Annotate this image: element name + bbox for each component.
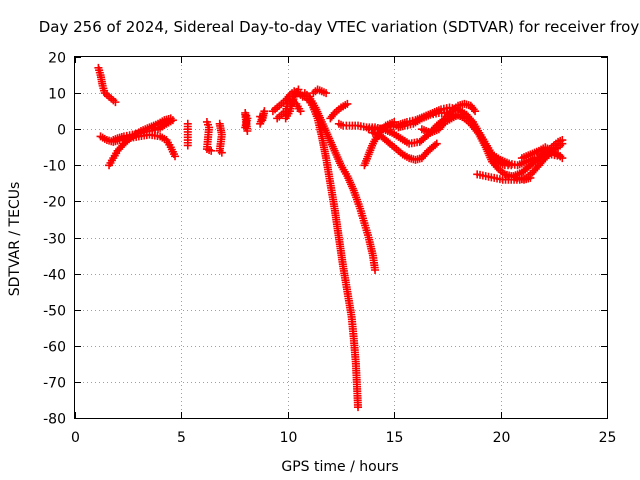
data-point — [471, 107, 480, 116]
data-point — [371, 265, 380, 274]
data-points — [94, 63, 567, 412]
x-tick-label: 5 — [177, 430, 186, 446]
y-tick-label: -60 — [43, 340, 66, 356]
x-tick-label: 15 — [386, 430, 404, 446]
data-point — [558, 136, 567, 145]
plot-frame — [74, 56, 608, 419]
data-point — [432, 139, 441, 148]
y-tick-label: -40 — [43, 268, 66, 284]
data-point — [322, 89, 331, 98]
data-point — [241, 110, 250, 119]
series-s20 — [368, 128, 441, 164]
series-s25 — [509, 136, 567, 181]
x-tick-label: 25 — [599, 430, 617, 446]
y-tick-label: -80 — [43, 412, 66, 428]
data-point — [296, 107, 305, 116]
y-tick-label: -30 — [43, 232, 66, 248]
data-point-interp — [329, 110, 338, 119]
grid — [75, 57, 607, 418]
data-point — [256, 119, 265, 128]
series-s4 — [109, 116, 177, 145]
series-s14 — [300, 89, 380, 274]
y-axis-label: SDTVAR / TECUs — [7, 182, 23, 297]
y-tick-label: 0 — [57, 123, 66, 139]
data-point — [171, 152, 180, 161]
data-point — [183, 141, 192, 150]
x-tick-label: 10 — [280, 430, 298, 446]
series-s15 — [309, 85, 331, 98]
x-tick-label: 0 — [71, 430, 80, 446]
data-point — [168, 116, 177, 125]
data-point — [217, 148, 226, 157]
chart-title: Day 256 of 2024, Sidereal Day-to-day VTE… — [39, 18, 640, 36]
data-point — [343, 99, 352, 108]
series-s6 — [202, 117, 216, 155]
y-tick-label: -10 — [43, 159, 66, 175]
series-s17 — [326, 99, 352, 123]
y-tick-label: 20 — [48, 51, 66, 67]
data-point — [207, 146, 216, 155]
series-s5 — [183, 119, 192, 150]
x-axis: 0 5 10 15 20 25 — [71, 57, 616, 446]
data-point — [111, 98, 120, 107]
series-s7 — [215, 119, 226, 157]
data-point — [354, 403, 363, 412]
series-s1 — [94, 63, 120, 107]
y-tick-label: -70 — [43, 376, 66, 392]
x-tick-label: 20 — [493, 430, 511, 446]
series-s9 — [256, 107, 269, 128]
series-s26 — [517, 143, 567, 163]
series-s13 — [294, 89, 363, 412]
data-point — [558, 154, 567, 163]
data-point-interp — [469, 105, 478, 114]
x-axis-label: GPS time / hours — [281, 459, 398, 475]
data-point-interp — [431, 141, 440, 150]
data-point-interp — [492, 163, 501, 172]
y-axis: 20 10 0 -10 -20 -30 -40 -50 -60 -70 -80 — [43, 51, 607, 428]
y-tick-label: 10 — [48, 87, 66, 103]
series-s8 — [241, 108, 252, 136]
y-tick-label: -20 — [43, 195, 66, 211]
y-tick-label: -50 — [43, 304, 66, 320]
series-s12 — [281, 85, 303, 123]
